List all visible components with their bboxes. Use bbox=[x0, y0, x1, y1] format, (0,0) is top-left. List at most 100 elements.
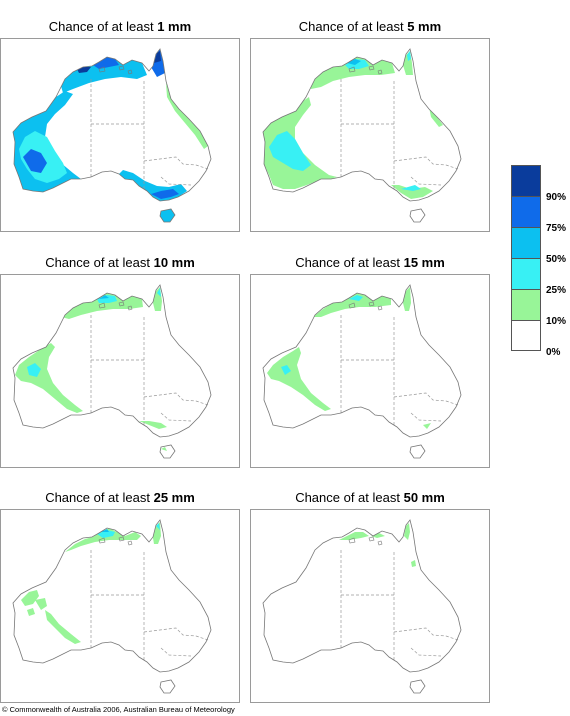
panel-title: Chance of at least 5 mm bbox=[298, 19, 442, 34]
coastline bbox=[262, 48, 462, 202]
rain-chance-region bbox=[161, 447, 167, 451]
state-border bbox=[143, 627, 209, 641]
island bbox=[118, 301, 125, 307]
rain-chance-region bbox=[267, 347, 331, 411]
rain-chance-region bbox=[151, 189, 179, 199]
rain-chance-region bbox=[27, 363, 41, 377]
island bbox=[118, 536, 125, 542]
copyright-text: Commonwealth of Australia 2006, Australi… bbox=[9, 705, 235, 714]
australia-map bbox=[0, 38, 240, 232]
island bbox=[377, 540, 383, 546]
tasmania-coastline bbox=[159, 444, 176, 459]
rain-chance-region bbox=[101, 529, 109, 532]
tasmania-coastline bbox=[409, 679, 426, 694]
legend-label: 10% bbox=[546, 316, 567, 327]
tasmania-landmass bbox=[410, 445, 425, 458]
australia-map bbox=[0, 274, 240, 468]
australia-map bbox=[0, 509, 240, 703]
australia-map bbox=[250, 38, 490, 232]
state-border bbox=[393, 156, 459, 170]
state-border bbox=[410, 647, 442, 657]
state-border bbox=[393, 627, 459, 641]
rain-chance-region bbox=[263, 97, 337, 189]
state-border bbox=[160, 412, 192, 422]
rain-chance-region bbox=[411, 560, 416, 567]
legend-swatch bbox=[511, 258, 541, 289]
rain-chance-region bbox=[61, 293, 143, 319]
probability-shading bbox=[267, 287, 431, 429]
state-border bbox=[410, 412, 442, 422]
probability-legend: 90% 75% 50% 25% 10% 0% bbox=[511, 165, 570, 358]
island bbox=[118, 65, 125, 71]
rain-chance-region bbox=[403, 287, 411, 311]
rainfall-chance-map bbox=[12, 48, 212, 223]
rain-chance-region bbox=[15, 343, 83, 413]
copyright-symbol: © bbox=[2, 705, 8, 714]
rainfall-chance-map bbox=[262, 519, 462, 694]
tasmania-landmass bbox=[160, 680, 175, 693]
rain-chance-region bbox=[156, 523, 160, 530]
rain-chance-region bbox=[166, 83, 208, 149]
panel-title: Chance of at least 10 mm bbox=[45, 255, 195, 270]
rain-chance-region bbox=[423, 423, 431, 429]
state-border bbox=[160, 647, 192, 657]
rain-chance-region bbox=[391, 185, 433, 199]
legend-label: 25% bbox=[546, 285, 567, 296]
panel-title: Chance of at least 25 mm bbox=[45, 490, 195, 505]
island bbox=[368, 536, 375, 542]
rain-chance-region bbox=[21, 590, 39, 606]
panel-amount: 10 mm bbox=[153, 255, 195, 270]
rain-chance-region bbox=[93, 57, 119, 69]
rain-chance-region bbox=[99, 295, 109, 299]
island bbox=[98, 66, 106, 73]
rain-chance-region bbox=[65, 528, 141, 552]
island bbox=[377, 305, 383, 311]
probability-shading bbox=[339, 523, 416, 567]
rain-chance-region bbox=[407, 51, 411, 61]
rain-chance-region bbox=[154, 51, 161, 63]
probability-shading bbox=[21, 522, 161, 644]
legend-label: 50% bbox=[546, 254, 567, 265]
rain-chance-region bbox=[281, 365, 291, 375]
island bbox=[98, 537, 106, 544]
tasmania-landmass bbox=[410, 209, 425, 222]
panel-title: Chance of at least 50 mm bbox=[295, 490, 445, 505]
island bbox=[368, 301, 375, 307]
rain-chance-region bbox=[97, 530, 115, 538]
coastline bbox=[12, 519, 212, 673]
probability-shading bbox=[13, 49, 208, 222]
tasmania-coastline bbox=[409, 444, 426, 459]
island bbox=[348, 302, 356, 309]
island bbox=[377, 69, 383, 75]
legend-label: 0% bbox=[546, 347, 561, 358]
rainfall-chance-map bbox=[12, 519, 212, 694]
rain-chance-region bbox=[404, 523, 410, 540]
australia-map bbox=[250, 509, 490, 703]
rain-chance-region bbox=[269, 131, 311, 171]
rainfall-chance-map bbox=[262, 284, 462, 459]
coastline bbox=[12, 284, 212, 438]
panel-amount: 25 mm bbox=[153, 490, 195, 505]
coastline bbox=[262, 519, 462, 673]
island bbox=[348, 66, 356, 73]
rain-chance-region bbox=[59, 57, 147, 93]
panel-title: Chance of at least 15 mm bbox=[295, 255, 445, 270]
rain-chance-region bbox=[27, 608, 35, 616]
panel-amount: 15 mm bbox=[403, 255, 445, 270]
rain-chance-region bbox=[23, 149, 47, 173]
island bbox=[127, 69, 133, 75]
rain-chance-region bbox=[339, 532, 369, 540]
island bbox=[348, 537, 356, 544]
rain-chance-region bbox=[349, 295, 363, 301]
tasmania-coastline bbox=[159, 679, 176, 694]
legend-label: 75% bbox=[546, 223, 567, 234]
legend-swatch bbox=[511, 320, 541, 351]
copyright-notice: © Commonwealth of Australia 2006, Austra… bbox=[2, 705, 235, 715]
rain-chance-region bbox=[35, 598, 47, 610]
rain-chance-region bbox=[371, 533, 385, 538]
legend-swatch bbox=[511, 165, 541, 196]
rain-chance-region bbox=[139, 421, 167, 429]
state-border bbox=[160, 176, 192, 186]
state-border bbox=[143, 156, 209, 170]
rain-chance-region bbox=[45, 610, 81, 644]
